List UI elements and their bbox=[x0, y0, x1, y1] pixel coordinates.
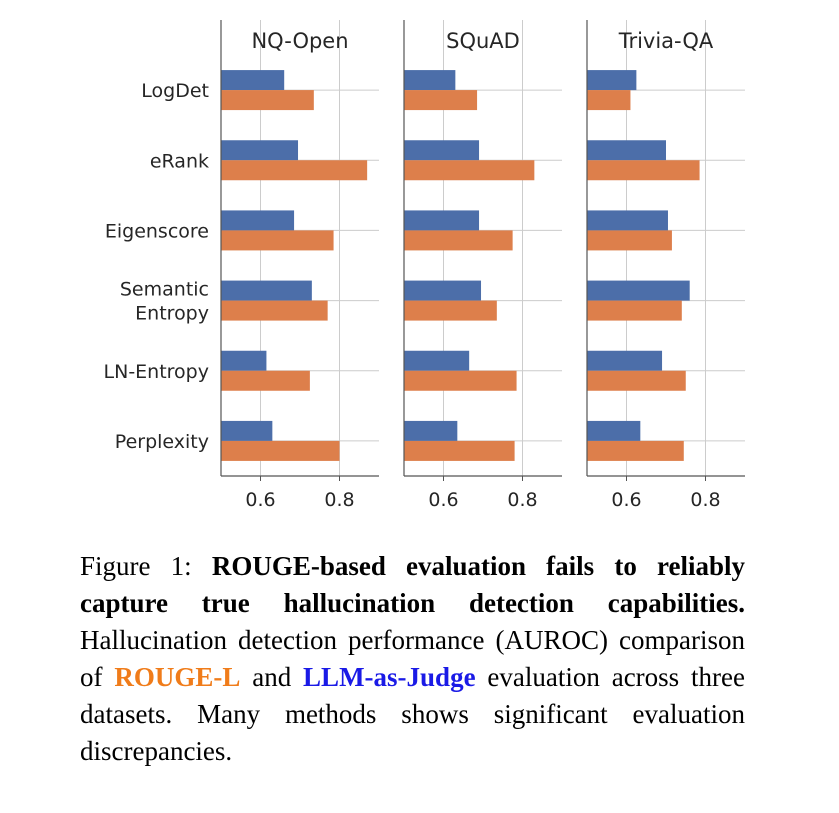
bar-blue bbox=[221, 140, 299, 161]
bar-orange bbox=[404, 370, 517, 391]
caption-llm-as-judge: LLM-as-Judge bbox=[303, 662, 476, 692]
panel-title: Trivia-QA bbox=[618, 29, 714, 53]
bar-orange bbox=[221, 160, 368, 181]
bar-orange bbox=[587, 370, 686, 391]
bar-orange bbox=[404, 160, 535, 181]
bar-blue bbox=[221, 350, 267, 371]
chart-svg: 0.6 0.8 NQ-Open 0.6 0.8 SQuAD 0.6 0.8 Trivia-QA L… bbox=[104, 20, 745, 511]
bar-blue bbox=[404, 70, 456, 91]
category-label: Semantic bbox=[120, 279, 209, 301]
caption-text-2: and bbox=[240, 662, 304, 692]
x-tick-label: 0.6 bbox=[611, 489, 641, 511]
bar-blue bbox=[587, 420, 641, 441]
x-tick-label: 0.8 bbox=[324, 489, 354, 511]
bar-orange bbox=[404, 90, 478, 111]
category-label: Entropy bbox=[135, 303, 209, 325]
bar-blue bbox=[587, 210, 668, 231]
caption-text-3: evaluation across three datasets. Many m… bbox=[80, 662, 745, 766]
bar-blue bbox=[404, 350, 470, 371]
bar-orange bbox=[404, 440, 515, 461]
x-tick-label: 0.8 bbox=[690, 489, 720, 511]
bar-orange bbox=[221, 300, 328, 321]
bar-orange bbox=[221, 370, 310, 391]
bar-orange bbox=[221, 230, 334, 251]
caption-prefix: Figure 1: bbox=[80, 551, 212, 581]
bar-orange bbox=[404, 230, 513, 251]
panel-title: NQ-Open bbox=[251, 29, 348, 53]
caption-text-1: Hallucination detection performance (AUR… bbox=[80, 625, 745, 692]
category-label: LogDet bbox=[141, 80, 209, 102]
caption-rouge-l: ROUGE-L bbox=[114, 662, 241, 692]
bar-orange bbox=[587, 160, 700, 181]
bar-orange bbox=[587, 90, 631, 111]
bar-blue bbox=[221, 70, 285, 91]
x-tick-label: 0.6 bbox=[428, 489, 458, 511]
bar-blue bbox=[404, 420, 458, 441]
bar-blue bbox=[587, 280, 690, 301]
caption-bold: ROUGE-based evaluation fails to reliably… bbox=[80, 551, 746, 618]
category-label: Eigenscore bbox=[105, 220, 209, 242]
bar-blue bbox=[221, 210, 295, 231]
category-label: Perplexity bbox=[115, 431, 209, 453]
bar-orange bbox=[587, 300, 682, 321]
bar-blue bbox=[587, 350, 663, 371]
x-tick-label: 0.6 bbox=[245, 489, 275, 511]
bar-orange bbox=[221, 90, 314, 111]
category-label: LN-Entropy bbox=[104, 361, 209, 383]
x-tick-label: 0.8 bbox=[507, 489, 537, 511]
bar-blue bbox=[404, 280, 482, 301]
bar-blue bbox=[587, 140, 666, 161]
bar-blue bbox=[221, 280, 312, 301]
bar-blue bbox=[221, 420, 273, 441]
bar-orange bbox=[221, 440, 340, 461]
bar-blue bbox=[587, 70, 637, 91]
chart-figure: 0.6 0.8 NQ-Open 0.6 0.8 SQuAD 0.6 0.8 Trivia-QA L… bbox=[104, 20, 745, 511]
panel-title: SQuAD bbox=[446, 29, 520, 53]
bar-orange bbox=[404, 300, 497, 321]
bar-orange bbox=[587, 440, 684, 461]
bar-blue bbox=[404, 210, 480, 231]
category-label: eRank bbox=[150, 150, 209, 172]
bar-orange bbox=[587, 230, 672, 251]
bar-blue bbox=[404, 140, 480, 161]
figure-caption: Figure 1: ROUGE-based evaluation fails t… bbox=[80, 548, 745, 770]
